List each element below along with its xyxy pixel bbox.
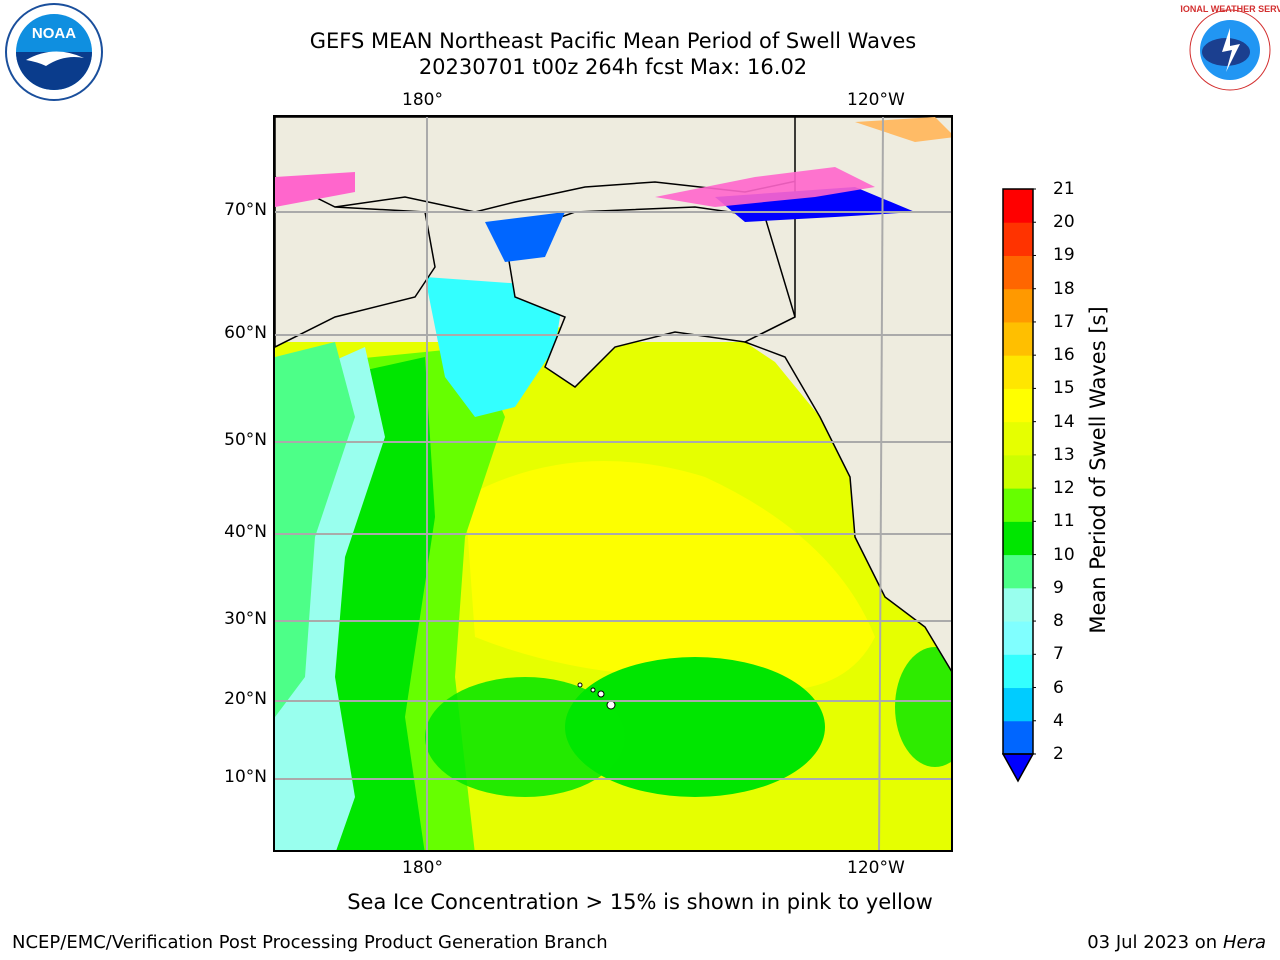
date-line: 03 Jul 2023 on Hera <box>1087 932 1266 953</box>
colorbar-segment <box>1003 189 1033 223</box>
colorbar-tick-label: 7 <box>1053 644 1064 665</box>
chart-subtitle: 20230701 t00z 264h fcst Max: 16.02 <box>418 55 808 79</box>
lat-label-60n: 60°N <box>224 323 267 343</box>
colorbar-segment <box>1003 587 1033 622</box>
colorbar-tick-label: 4 <box>1053 710 1064 731</box>
graticule <box>275 117 951 850</box>
colorbar-segment <box>1003 222 1033 256</box>
colorbar-segment <box>1003 720 1033 755</box>
colorbar-segment <box>1003 654 1033 689</box>
sea-ice-pink-west <box>275 172 355 207</box>
colorbar-segment <box>1003 355 1033 389</box>
colorbar-tick-label: 12 <box>1053 478 1075 499</box>
colorbar-tick-label: 8 <box>1053 611 1064 632</box>
colorbar-segment <box>1003 288 1033 323</box>
colorbar-tick-label: 16 <box>1053 345 1075 366</box>
colorbar-tick-label: 13 <box>1053 444 1075 465</box>
lat-label-50n: 50°N <box>224 430 267 450</box>
hawaii-green-blob <box>565 657 825 797</box>
colorbar-segment <box>1003 421 1033 456</box>
chart-title: GEFS MEAN Northeast Pacific Mean Period … <box>309 29 917 53</box>
colorbar-tick-label: 9 <box>1053 577 1064 598</box>
bering-sea-cyan <box>425 277 565 417</box>
colorbar-tick-label: 2 <box>1053 744 1064 764</box>
lat-label-10n: 10°N <box>224 767 267 787</box>
lat-label-40n: 40°N <box>224 522 267 542</box>
ocean-field-yellow <box>465 461 875 691</box>
colorbar-tick-label: 18 <box>1053 278 1075 299</box>
svg-text:NOAA: NOAA <box>32 25 76 42</box>
colorbar-extend-triangle <box>1002 753 1035 783</box>
land-siberia <box>275 176 436 348</box>
colorbar-segment <box>1003 687 1033 722</box>
colorbar <box>1002 188 1036 783</box>
lat-label-20n: 20°N <box>224 689 267 709</box>
colorbar-outline <box>1002 188 1034 755</box>
nws-logo: NATIONAL WEATHER SERVICE <box>1163 0 1280 104</box>
colorbar-segment <box>1003 554 1033 589</box>
land-north-america <box>743 117 951 672</box>
date-text: 03 Jul 2023 on <box>1087 932 1223 953</box>
lat-label-30n: 30°N <box>224 609 267 629</box>
colorbar-segment <box>1003 321 1033 356</box>
colorbar-tick-label: 14 <box>1053 411 1075 432</box>
sea-ice-footnote: Sea Ice Concentration > 15% is shown in … <box>347 890 933 914</box>
land-alaska <box>504 206 796 388</box>
colorbar-tick-label: 6 <box>1053 677 1064 698</box>
colorbar-tick-label: 17 <box>1053 311 1075 332</box>
colorbar-tick-label: 19 <box>1053 245 1075 266</box>
sea-ice-orange-east <box>855 117 951 142</box>
lon-label-120w-top: 120°W <box>847 90 905 110</box>
land-north <box>275 117 951 213</box>
colorbar-segment <box>1003 621 1033 655</box>
colorbar-segment <box>1003 388 1033 423</box>
lon-label-180-top: 180° <box>402 90 443 110</box>
colorbar-tick-label: 10 <box>1053 544 1075 565</box>
host-name: Hera <box>1222 932 1266 953</box>
colorbar-segment <box>1003 454 1033 489</box>
noaa-logo: NOAA <box>4 2 104 106</box>
lat-label-70n: 70°N <box>224 200 267 220</box>
colorbar-segment <box>1003 255 1033 290</box>
sea-ice-pink-east <box>655 167 875 207</box>
colorbar-tick-label: 20 <box>1053 212 1075 233</box>
map-panel <box>273 115 953 852</box>
colorbar-segment <box>1003 488 1033 522</box>
arctic-blue <box>485 212 565 262</box>
svg-text:NATIONAL WEATHER SERVICE: NATIONAL WEATHER SERVICE <box>1180 4 1280 14</box>
lon-label-120w-bottom: 120°W <box>847 858 905 878</box>
colorbar-tick-label: 15 <box>1053 378 1075 399</box>
swell-period-map <box>275 117 951 850</box>
colorbar-tick-label: 11 <box>1053 511 1075 532</box>
colorbar-title: Mean Period of Swell Waves [s] <box>1086 306 1110 634</box>
hawaii-island-1 <box>577 682 583 688</box>
credit-line: NCEP/EMC/Verification Post Processing Pr… <box>12 932 608 953</box>
colorbar-tick-label: 21 <box>1053 179 1075 199</box>
ocean-field-lightgreen <box>275 342 355 717</box>
lon-label-180-bottom: 180° <box>402 858 443 878</box>
colorbar-segment <box>1003 521 1033 556</box>
